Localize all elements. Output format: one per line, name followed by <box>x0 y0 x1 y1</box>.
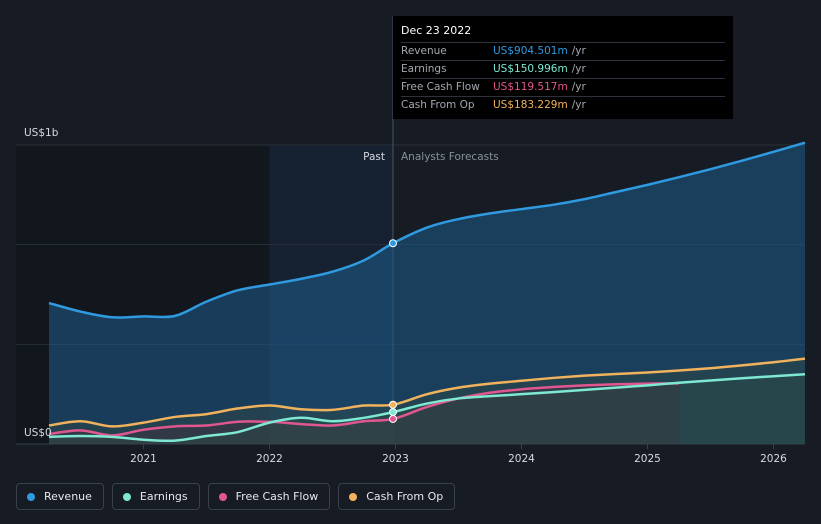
tooltip-value: US$904.501m <box>493 45 568 57</box>
tooltip-row-cash-from-op: Cash From Op US$183.229m /yr <box>401 96 725 114</box>
tooltip-label: Cash From Op <box>401 99 475 111</box>
x-tick-label-2023: 2023 <box>382 453 409 465</box>
hover-tooltip: Dec 23 2022 Revenue US$904.501m /yr Earn… <box>393 16 733 119</box>
earnings-area <box>49 374 805 444</box>
tooltip-row-revenue: Revenue US$904.501m /yr <box>401 42 725 60</box>
earnings-hover-marker <box>388 408 397 417</box>
revenue-dot-icon <box>27 492 35 501</box>
tooltip-unit: /yr <box>571 81 586 93</box>
legend-item-earnings[interactable]: Earnings <box>111 483 200 510</box>
cash-from-op-dot-icon <box>349 492 358 501</box>
legend-item-free-cash-flow[interactable]: Free Cash Flow <box>207 483 331 510</box>
legend-label: Cash From Op <box>366 490 444 503</box>
x-axis-ticks: 2021 2022 2023 2024 2025 2026 <box>130 444 787 465</box>
tooltip-date: Dec 23 2022 <box>401 24 472 37</box>
forecast-label: Analysts Forecasts <box>401 151 499 163</box>
legend-label: Revenue <box>44 490 92 503</box>
tooltip-unit: /yr <box>571 99 586 111</box>
tooltip-row-free-cash-flow: Free Cash Flow US$119.517m /yr <box>401 78 725 96</box>
free-cash-flow-dot-icon <box>218 492 227 501</box>
cash-from-op-line <box>48 357 806 428</box>
tooltip-unit: /yr <box>571 45 586 57</box>
tooltip-label: Earnings <box>401 63 447 75</box>
free-cash-flow-area <box>49 383 679 444</box>
legend-label: Free Cash Flow <box>235 490 319 503</box>
tooltip-value: US$183.229m <box>493 99 568 111</box>
revenue-area <box>49 142 805 444</box>
tooltip-value: US$119.517m <box>493 81 568 93</box>
tooltip-label: Revenue <box>401 45 447 57</box>
cash-from-op-hover-marker <box>388 400 397 409</box>
y-axis-top-label: US$1b <box>24 127 59 139</box>
hover-markers <box>388 239 397 423</box>
earnings-line <box>48 372 806 443</box>
revenue-line <box>48 141 806 319</box>
past-label: Past <box>363 151 385 163</box>
x-tick-label-2025: 2025 <box>634 453 661 465</box>
revenue-hover-marker <box>388 239 397 248</box>
legend-item-cash-from-op[interactable]: Cash From Op <box>338 483 456 510</box>
tooltip-value: US$150.996m <box>493 63 568 75</box>
x-tick-label-2024: 2024 <box>508 453 535 465</box>
x-tick-label-2022: 2022 <box>256 453 283 465</box>
legend-item-revenue[interactable]: Revenue <box>16 483 104 510</box>
tooltip-row-earnings: Earnings US$150.996m /yr <box>401 60 725 78</box>
x-tick-label-2026: 2026 <box>760 453 787 465</box>
free-cash-flow-line <box>48 382 680 437</box>
earnings-dot-icon <box>122 492 131 501</box>
chart-legend: Revenue Earnings Free Cash Flow Cash Fro… <box>16 483 456 510</box>
y-axis-bottom-label: US$0 <box>24 427 52 439</box>
free-cash-flow-hover-marker <box>388 414 397 423</box>
x-tick-label-2021: 2021 <box>130 453 157 465</box>
series-lines <box>48 141 806 443</box>
legend-label: Earnings <box>139 490 188 503</box>
tooltip-unit: /yr <box>571 63 586 75</box>
tooltip-label: Free Cash Flow <box>401 81 480 93</box>
